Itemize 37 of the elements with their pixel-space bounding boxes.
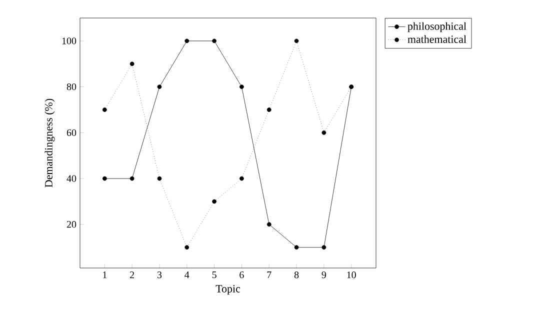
x-tick-label: 6 (240, 272, 244, 278)
x-tick-label: 9 (322, 272, 326, 278)
x-tick-label: 8 (294, 272, 299, 278)
legend-label: mathematical (408, 35, 466, 43)
point (102, 176, 107, 181)
x-tick-label: 5 (212, 272, 216, 278)
point (240, 176, 244, 181)
point (130, 176, 134, 181)
point (266, 108, 272, 112)
point (184, 245, 190, 250)
point (240, 84, 244, 89)
legend-label: philosophical (408, 22, 466, 32)
point (157, 84, 162, 89)
point (157, 176, 162, 181)
point (184, 38, 190, 44)
y-tick-label: 40 (66, 175, 76, 182)
point (322, 245, 326, 250)
point (294, 38, 299, 44)
point (130, 62, 134, 66)
point (294, 245, 299, 250)
y-axis-title: Demandingness (%) (44, 98, 55, 188)
x-tick-label: 1 (103, 272, 107, 278)
y-tick-label: 20 (66, 221, 76, 228)
x-tick-label: 4 (184, 272, 190, 278)
point (102, 108, 107, 112)
x-tick-label: 10 (347, 272, 356, 278)
point (322, 130, 326, 135)
y-tick-label: 100 (62, 38, 76, 44)
x-tick-label: 2 (130, 272, 134, 278)
x-tick-label: 7 (267, 272, 272, 278)
point (212, 199, 216, 204)
x-axis-title: Topic (216, 285, 240, 295)
y-tick-label: 60 (66, 129, 76, 136)
x-tick-label: 3 (157, 272, 162, 278)
y-tick-label: 80 (66, 83, 76, 90)
point (266, 222, 272, 227)
point (212, 38, 216, 44)
